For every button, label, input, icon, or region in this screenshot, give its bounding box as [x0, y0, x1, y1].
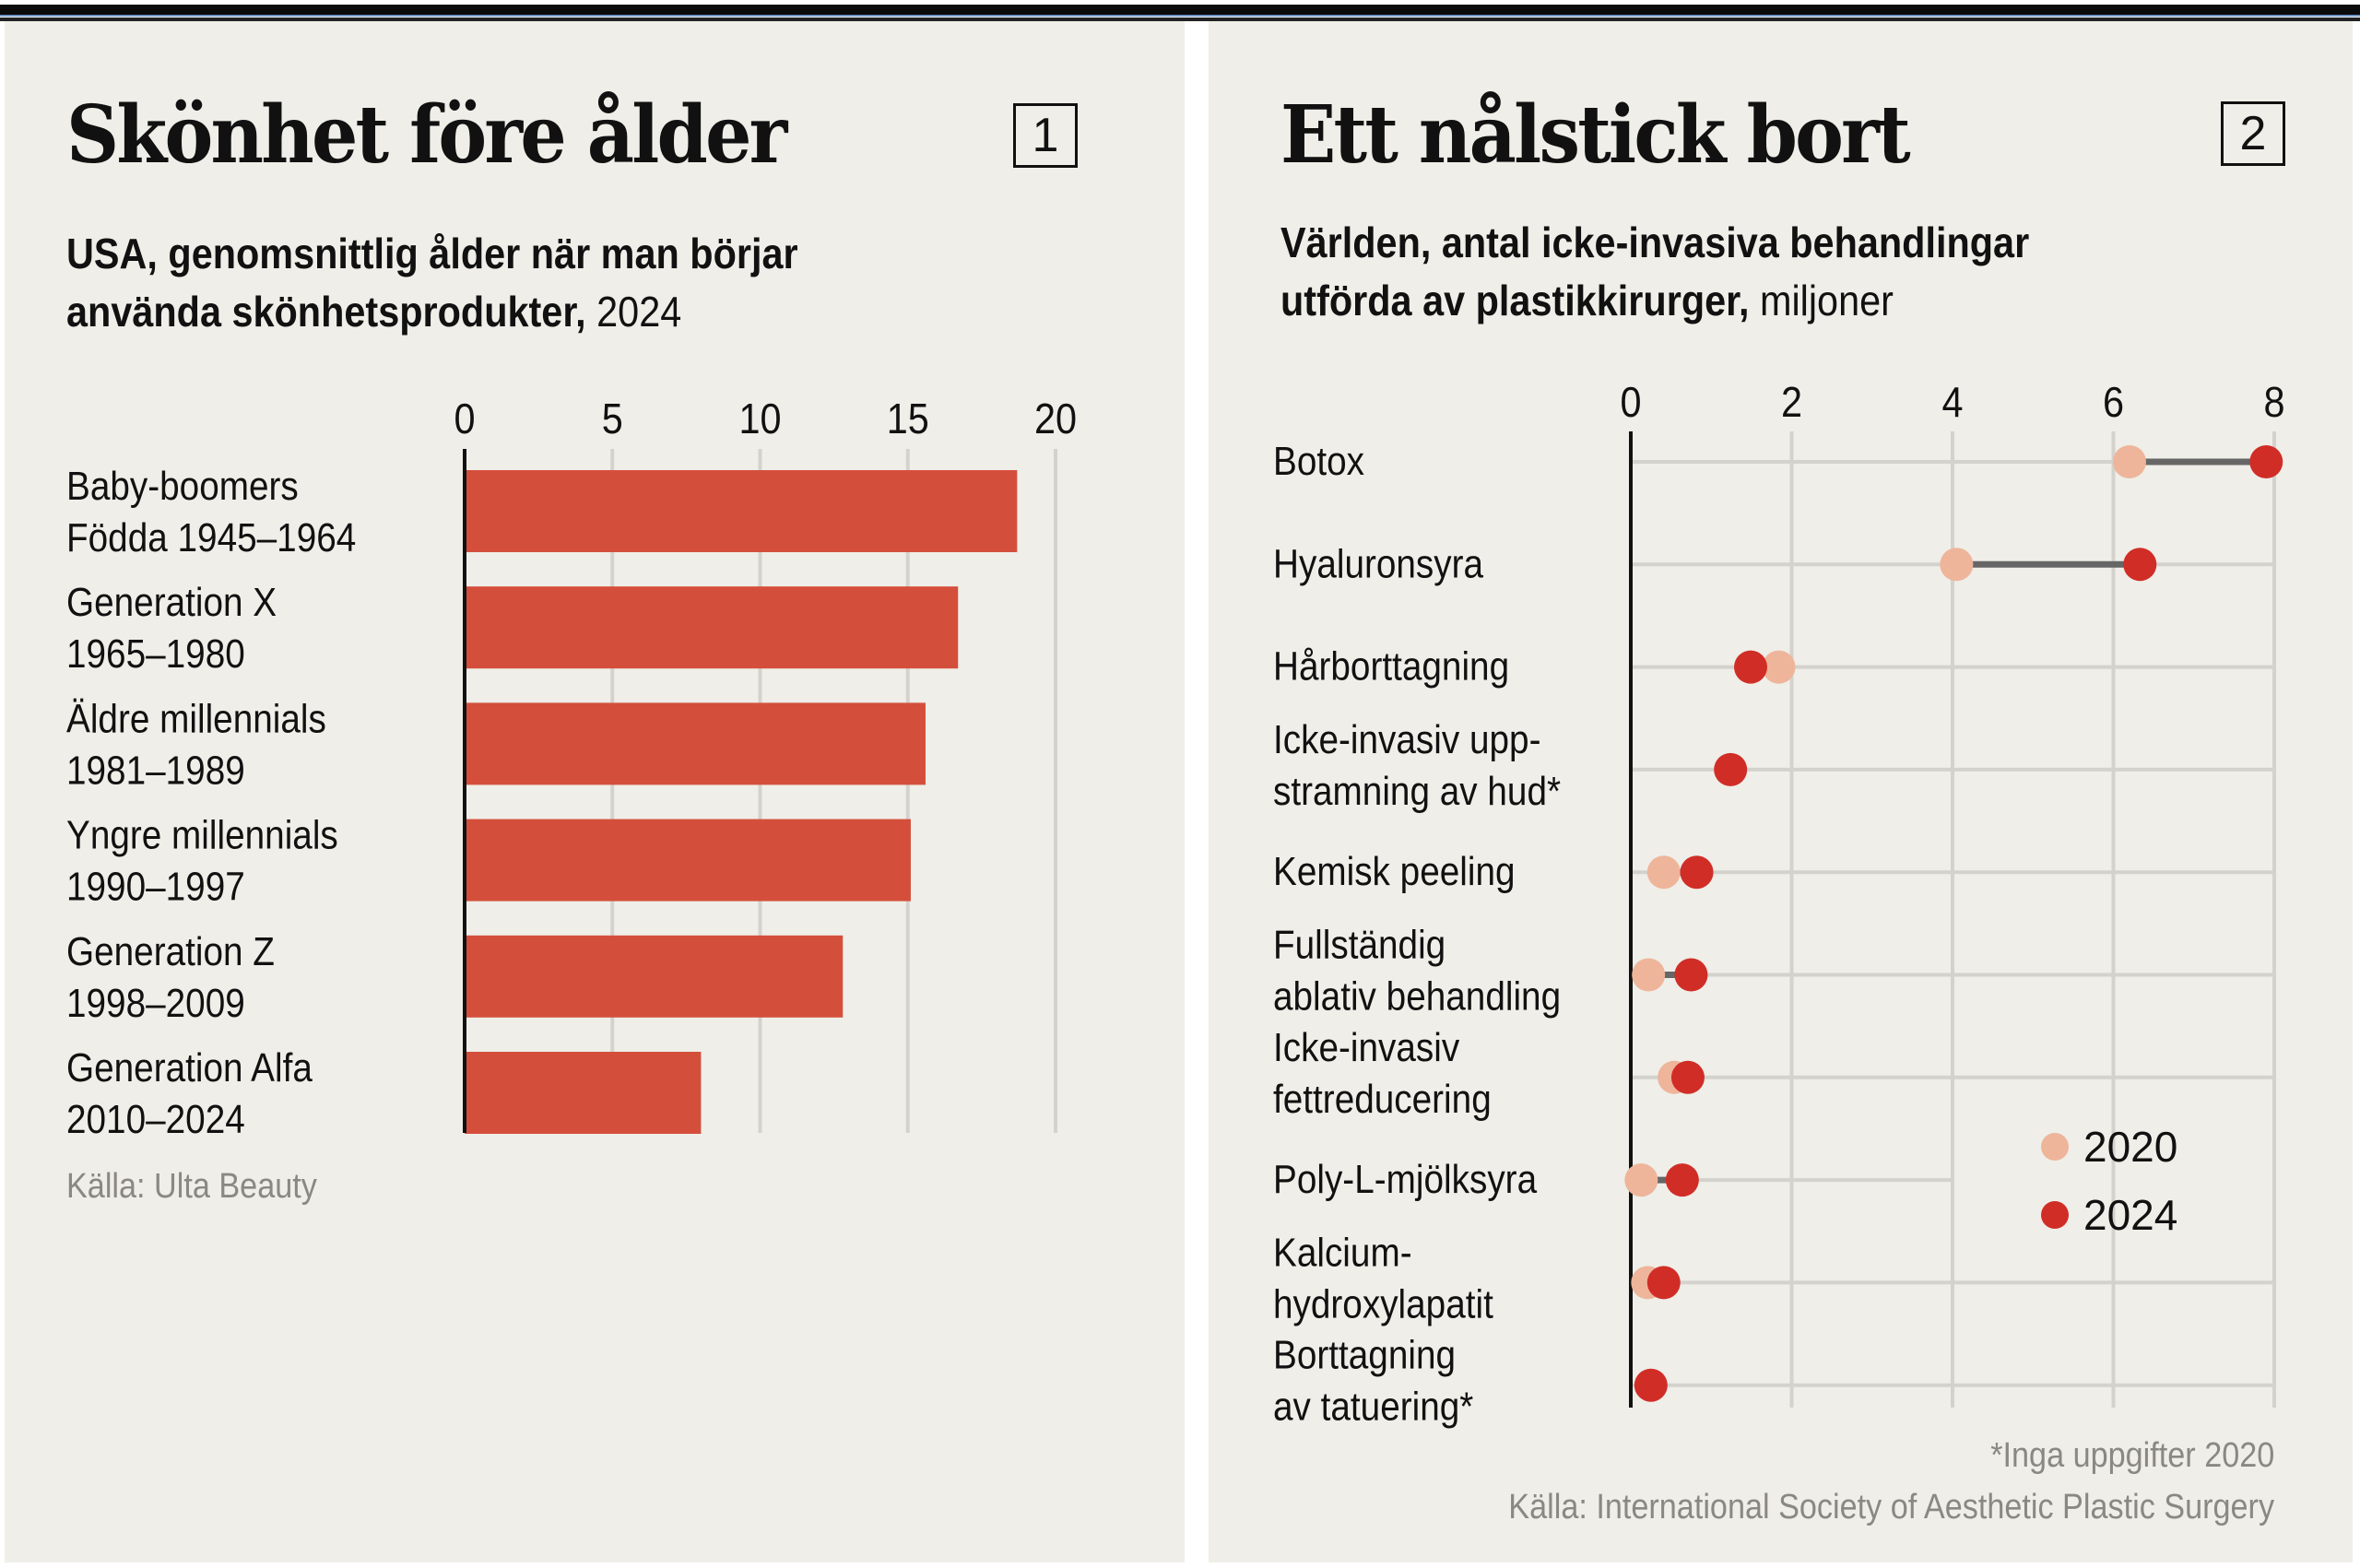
chart1-category-sublabel: Födda 1945–1964 — [66, 514, 356, 560]
panel-injectables — [1209, 21, 2353, 1562]
chart2-category-label: Kalcium- — [1273, 1229, 1412, 1275]
chart2-category-label: Botox — [1273, 438, 1364, 484]
chart1-bar — [465, 586, 959, 669]
top-rule-thin — [0, 18, 2360, 21]
chart2-point-2024 — [1680, 855, 1714, 890]
chart2-point-2020 — [2112, 445, 2146, 478]
legend-label-2020: 2020 — [2083, 1123, 2177, 1171]
chart2-title: Ett nålstick bort — [1280, 88, 1911, 182]
chart1-subtitle-line1: USA, genomsnittlig ålder när man börjar — [66, 230, 798, 277]
chart1-bar — [465, 1052, 702, 1134]
chart2-point-2024 — [1734, 650, 1768, 684]
chart1-category-label: Generation Z — [66, 927, 275, 973]
chart2-point-2024 — [1665, 1163, 1699, 1197]
chart2-point-2020 — [1940, 548, 1974, 582]
chart1-xtick-label: 5 — [602, 395, 623, 443]
legend-label-2024: 2024 — [2083, 1191, 2177, 1239]
chart1-category-label: Äldre millennials — [66, 695, 326, 741]
chart1-category-label: Generation X — [66, 579, 277, 625]
chart1-category-sublabel: 1990–1997 — [66, 863, 245, 909]
chart1-source: Källa: Ulta Beauty — [66, 1167, 317, 1206]
chart2-point-2024 — [1714, 752, 1748, 786]
chart2-category-label: fettreducering — [1273, 1075, 1492, 1121]
chart1-bar — [465, 702, 926, 785]
chart2-category-label: Icke-invasiv — [1273, 1023, 1459, 1069]
chart2-category-label: Hyaluronsyra — [1273, 540, 1484, 586]
chart1-category-sublabel: 2010–2024 — [66, 1096, 245, 1142]
chart2-category-label: av tatuering* — [1273, 1383, 1473, 1429]
chart2-point-2020 — [1624, 1163, 1658, 1197]
chart2-number-badge: 2 — [2221, 101, 2285, 166]
chart2-category-label: stramning av hud* — [1273, 768, 1561, 814]
chart1-xtick-label: 20 — [1034, 395, 1077, 443]
chart2-point-2024 — [2123, 548, 2157, 582]
chart1-category-label: Baby-boomers — [66, 463, 299, 509]
top-rule — [0, 5, 2360, 15]
chart2-subtitle-line2: utförda av plastikkirurger, — [1280, 277, 1750, 324]
chart1-subtitle-year: 2024 — [596, 288, 682, 336]
chart2-point-2020 — [1646, 855, 1681, 890]
chart2-category-label: Fullständig — [1273, 921, 1446, 967]
chart2-point-2020 — [1632, 958, 1666, 992]
chart2-category-label: ablativ behandling — [1273, 973, 1561, 1019]
chart1-subtitle-line2: använda skönhetsprodukter, — [66, 288, 586, 336]
chart2-point-2024 — [1674, 958, 1708, 992]
chart2-subtitle-unit: miljoner — [1759, 277, 1894, 324]
chart1-xtick-label: 10 — [738, 395, 781, 443]
chart2-point-2024 — [1646, 1266, 1681, 1300]
panel-beauty-age — [5, 21, 1185, 1562]
chart2-xtick-label: 0 — [1620, 379, 1641, 427]
chart1-bar — [465, 470, 1018, 552]
chart1-bar — [465, 819, 911, 902]
chart1-title: Skönhet före ålder — [66, 88, 787, 182]
chart2-category-label: Borttagning — [1273, 1331, 1456, 1377]
chart2-category-label: hydroxylapatit — [1273, 1280, 1493, 1326]
chart2-category-label: Poly-L-mjölksyra — [1273, 1156, 1538, 1202]
chart2-point-2024 — [2249, 445, 2283, 478]
chart2-category-label: Kemisk peeling — [1273, 848, 1516, 894]
chart1-category-sublabel: 1998–2009 — [66, 979, 245, 1025]
chart1-xtick-label: 15 — [887, 395, 929, 443]
top-rule-accent — [0, 15, 2360, 17]
chart2-category-label: Hårborttagning — [1273, 643, 1509, 689]
chart1-category-sublabel: 1965–1980 — [66, 631, 245, 677]
chart2-xtick-label: 8 — [2263, 379, 2284, 427]
chart2-footnote: *Inga uppgifter 2020 — [1989, 1436, 2274, 1475]
chart1-category-sublabel: 1981–1989 — [66, 747, 245, 793]
chart1-category-label: Yngre millennials — [66, 811, 338, 857]
chart2-category-label: Icke-invasiv upp- — [1273, 716, 1540, 762]
chart2-source: Källa: International Society of Aestheti… — [1508, 1488, 2274, 1527]
chart2-point-2024 — [1634, 1368, 1668, 1402]
chart2-xtick-label: 4 — [1941, 379, 1963, 427]
chart2-xtick-label: 6 — [2103, 379, 2124, 427]
chart1-bar — [465, 935, 844, 1018]
chart1-number-badge: 1 — [1013, 103, 1078, 168]
chart1-category-label: Generation Alfa — [66, 1044, 313, 1091]
legend-marker-2020 — [2041, 1133, 2069, 1161]
chart1-xtick-label: 0 — [454, 395, 475, 443]
legend-marker-2024 — [2041, 1201, 2069, 1229]
chart1-subtitle: USA, genomsnittlig ålder när man börjar … — [66, 225, 798, 341]
chart2-point-2024 — [1670, 1060, 1705, 1094]
chart2-subtitle: Världen, antal icke-invasiva behandlinga… — [1280, 214, 2029, 330]
chart2-subtitle-line1: Världen, antal icke-invasiva behandlinga… — [1280, 218, 2030, 266]
chart2-xtick-label: 2 — [1781, 379, 1802, 427]
chart2-point-2020 — [1762, 650, 1796, 684]
